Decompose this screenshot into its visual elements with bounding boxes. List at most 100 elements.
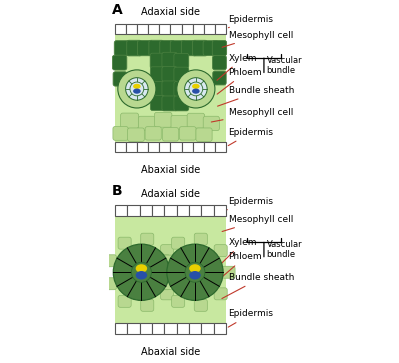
Circle shape bbox=[131, 262, 151, 282]
Bar bbox=[213, 205, 226, 216]
Text: Xylem: Xylem bbox=[221, 238, 257, 264]
Bar bbox=[203, 24, 215, 34]
FancyBboxPatch shape bbox=[212, 40, 227, 56]
Ellipse shape bbox=[192, 89, 200, 94]
Text: Phloem: Phloem bbox=[217, 68, 262, 94]
Bar bbox=[126, 142, 137, 152]
Circle shape bbox=[113, 244, 170, 301]
FancyBboxPatch shape bbox=[157, 278, 170, 290]
Text: Mesophyll cell: Mesophyll cell bbox=[222, 215, 293, 232]
FancyBboxPatch shape bbox=[196, 128, 212, 141]
FancyBboxPatch shape bbox=[150, 81, 165, 96]
Text: Mesophyll cell: Mesophyll cell bbox=[222, 31, 293, 47]
FancyBboxPatch shape bbox=[149, 40, 164, 56]
FancyBboxPatch shape bbox=[113, 72, 127, 86]
Text: Vascular
bundle: Vascular bundle bbox=[267, 56, 302, 75]
Bar bbox=[159, 24, 170, 34]
Bar bbox=[137, 24, 148, 34]
Text: Mesophyll cell: Mesophyll cell bbox=[211, 108, 293, 122]
FancyBboxPatch shape bbox=[213, 71, 226, 85]
FancyBboxPatch shape bbox=[137, 40, 153, 56]
Text: Phloem: Phloem bbox=[221, 252, 262, 277]
FancyBboxPatch shape bbox=[174, 67, 189, 82]
Bar bbox=[215, 24, 226, 34]
Ellipse shape bbox=[136, 271, 147, 280]
Circle shape bbox=[118, 70, 156, 108]
Text: Adaxial side: Adaxial side bbox=[141, 189, 200, 199]
FancyBboxPatch shape bbox=[194, 299, 207, 311]
FancyBboxPatch shape bbox=[138, 116, 155, 131]
FancyBboxPatch shape bbox=[180, 127, 196, 140]
Text: Bundle sheath: Bundle sheath bbox=[217, 86, 294, 106]
Bar bbox=[115, 323, 127, 334]
Bar bbox=[170, 142, 182, 152]
FancyBboxPatch shape bbox=[150, 53, 165, 68]
FancyBboxPatch shape bbox=[203, 41, 218, 56]
Bar bbox=[193, 142, 203, 152]
FancyBboxPatch shape bbox=[145, 127, 161, 140]
FancyBboxPatch shape bbox=[128, 128, 144, 141]
Bar bbox=[115, 24, 126, 34]
Bar bbox=[140, 205, 152, 216]
Bar bbox=[127, 205, 140, 216]
FancyBboxPatch shape bbox=[213, 56, 226, 70]
Ellipse shape bbox=[189, 264, 201, 273]
Bar bbox=[193, 24, 203, 34]
Bar bbox=[182, 24, 193, 34]
Text: Epidermis: Epidermis bbox=[228, 15, 274, 28]
Bar bbox=[140, 323, 152, 334]
FancyBboxPatch shape bbox=[160, 40, 175, 56]
Text: Bundle sheath: Bundle sheath bbox=[222, 273, 294, 298]
Bar bbox=[115, 34, 226, 142]
Circle shape bbox=[189, 82, 203, 96]
FancyBboxPatch shape bbox=[182, 40, 197, 56]
FancyBboxPatch shape bbox=[171, 115, 188, 130]
FancyBboxPatch shape bbox=[203, 116, 219, 131]
Bar bbox=[127, 323, 140, 334]
FancyBboxPatch shape bbox=[150, 67, 165, 82]
Circle shape bbox=[130, 82, 144, 96]
Text: Xylem: Xylem bbox=[217, 54, 257, 80]
FancyBboxPatch shape bbox=[114, 41, 130, 56]
FancyBboxPatch shape bbox=[162, 127, 178, 141]
FancyBboxPatch shape bbox=[174, 53, 189, 68]
Circle shape bbox=[126, 78, 148, 100]
FancyBboxPatch shape bbox=[103, 255, 117, 267]
Bar bbox=[189, 205, 201, 216]
Ellipse shape bbox=[192, 84, 200, 89]
Bar bbox=[164, 205, 177, 216]
FancyBboxPatch shape bbox=[162, 275, 175, 289]
Text: B: B bbox=[111, 184, 122, 198]
FancyBboxPatch shape bbox=[118, 295, 131, 307]
Ellipse shape bbox=[136, 264, 147, 273]
Bar bbox=[182, 142, 193, 152]
FancyBboxPatch shape bbox=[222, 266, 235, 278]
Bar bbox=[159, 142, 170, 152]
Circle shape bbox=[185, 78, 207, 100]
FancyBboxPatch shape bbox=[157, 255, 170, 267]
Bar bbox=[115, 216, 226, 323]
Bar bbox=[213, 323, 226, 334]
Circle shape bbox=[185, 262, 205, 282]
Text: Epidermis: Epidermis bbox=[228, 310, 274, 327]
FancyBboxPatch shape bbox=[161, 288, 174, 300]
FancyBboxPatch shape bbox=[168, 266, 182, 278]
FancyBboxPatch shape bbox=[141, 299, 154, 311]
Bar bbox=[148, 142, 159, 152]
FancyBboxPatch shape bbox=[172, 237, 185, 249]
FancyBboxPatch shape bbox=[162, 67, 177, 81]
Bar bbox=[170, 24, 182, 34]
FancyBboxPatch shape bbox=[162, 81, 177, 96]
Bar bbox=[177, 323, 189, 334]
Ellipse shape bbox=[133, 89, 141, 94]
Circle shape bbox=[177, 70, 215, 108]
Text: A: A bbox=[111, 3, 122, 17]
Bar bbox=[152, 323, 164, 334]
FancyBboxPatch shape bbox=[194, 233, 207, 245]
Text: Epidermis: Epidermis bbox=[228, 128, 274, 146]
Bar bbox=[126, 24, 137, 34]
FancyBboxPatch shape bbox=[113, 127, 128, 140]
Bar bbox=[115, 205, 127, 216]
Bar bbox=[201, 323, 213, 334]
Bar bbox=[189, 323, 201, 334]
